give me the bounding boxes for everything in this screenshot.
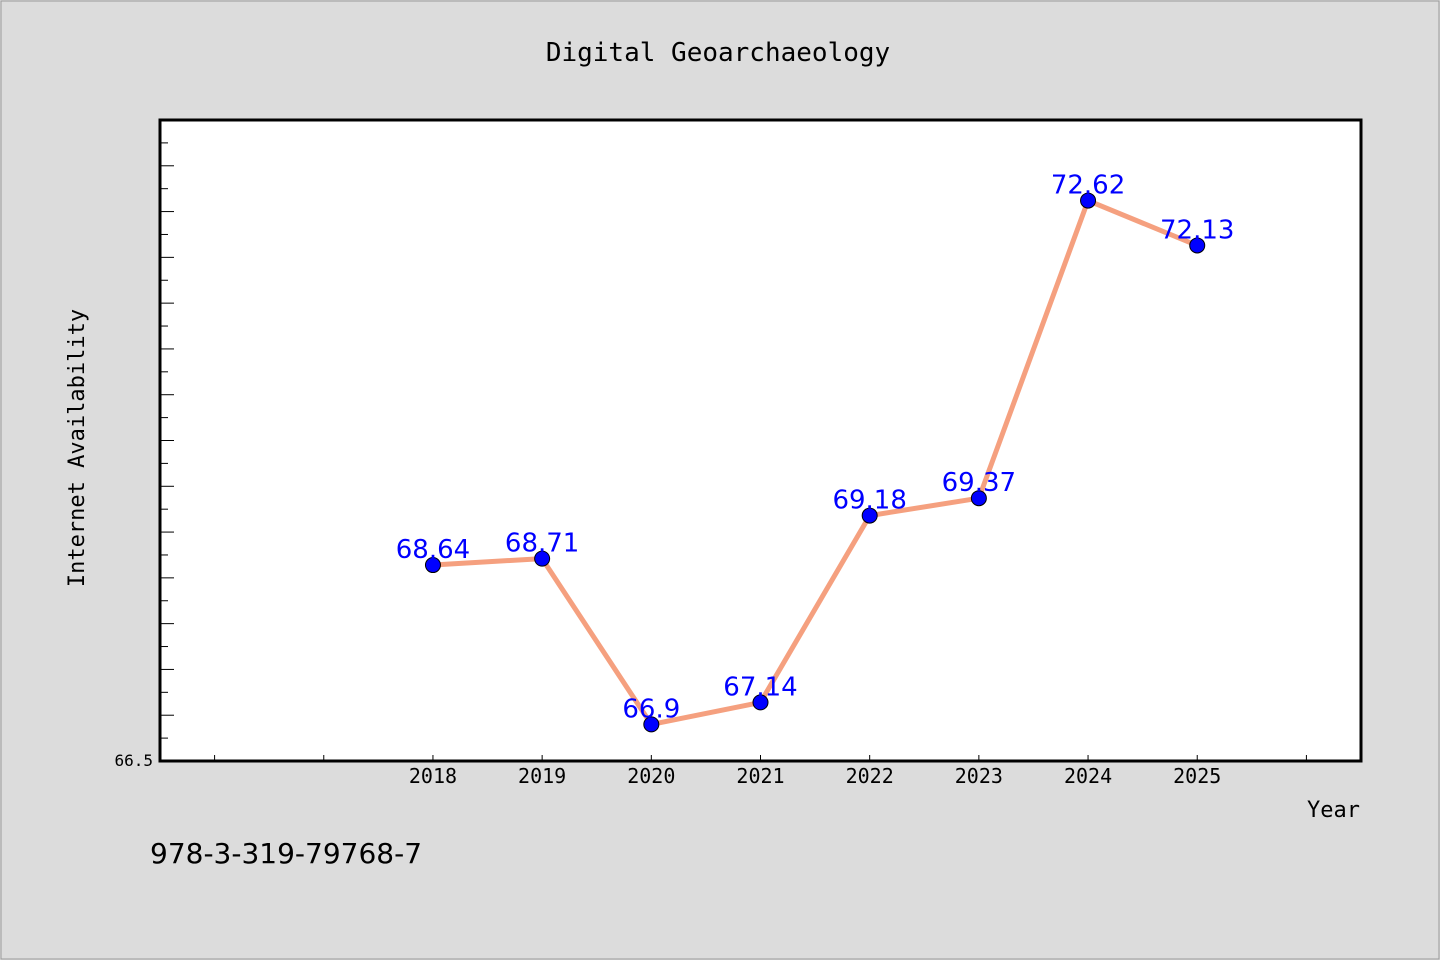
data-point-2020 (643, 716, 660, 733)
data-point-2024 (1080, 192, 1097, 209)
x-tick-label-2019: 2019 (518, 764, 566, 788)
data-point-2022 (861, 507, 878, 524)
x-axis-label: Year (1307, 798, 1360, 823)
data-label-2021: 67.14 (723, 672, 797, 702)
x-axis-ticks (214, 755, 1307, 761)
data-point-2021 (752, 694, 769, 711)
series-line (430, 198, 1200, 727)
data-label-2024: 72.62 (1051, 171, 1125, 201)
data-label-2018: 68.64 (396, 535, 470, 565)
y-tick-label: 66.5 (114, 751, 153, 770)
footer-code: 978-3-319-79768-7 (150, 837, 422, 870)
x-tick-labels: 2018 2019 2020 2021 2022 2023 2024 2025 (409, 764, 1221, 788)
data-label-2019: 68.71 (505, 529, 579, 559)
data-labels: 68.64 68.71 66.9 67.14 69.18 69.37 72.62 72.13 (396, 171, 1235, 725)
data-label-2023: 69.37 (942, 468, 1016, 498)
x-tick-label-2023: 2023 (955, 764, 1003, 788)
data-label-2025: 72.13 (1160, 215, 1234, 245)
data-point-2023 (970, 490, 987, 507)
plot-area (158, 118, 1363, 763)
data-label-2020: 66.9 (622, 694, 680, 724)
x-tick-label-2024: 2024 (1064, 764, 1112, 788)
data-point-2018 (424, 557, 441, 574)
chart-title: Digital Geoarchaeology (546, 38, 890, 68)
x-tick-label-2018: 2018 (409, 764, 457, 788)
x-tick-label-2022: 2022 (846, 764, 894, 788)
data-points (424, 192, 1206, 733)
data-label-2022: 69.18 (832, 486, 906, 516)
x-tick-label-2021: 2021 (736, 764, 784, 788)
data-point-2019 (534, 550, 551, 567)
data-point-2025 (1189, 237, 1206, 254)
y-axis-label: Internet Availability (65, 309, 90, 587)
x-tick-label-2025: 2025 (1173, 764, 1221, 788)
x-tick-label-2020: 2020 (627, 764, 675, 788)
y-axis-ticks (160, 119, 174, 762)
